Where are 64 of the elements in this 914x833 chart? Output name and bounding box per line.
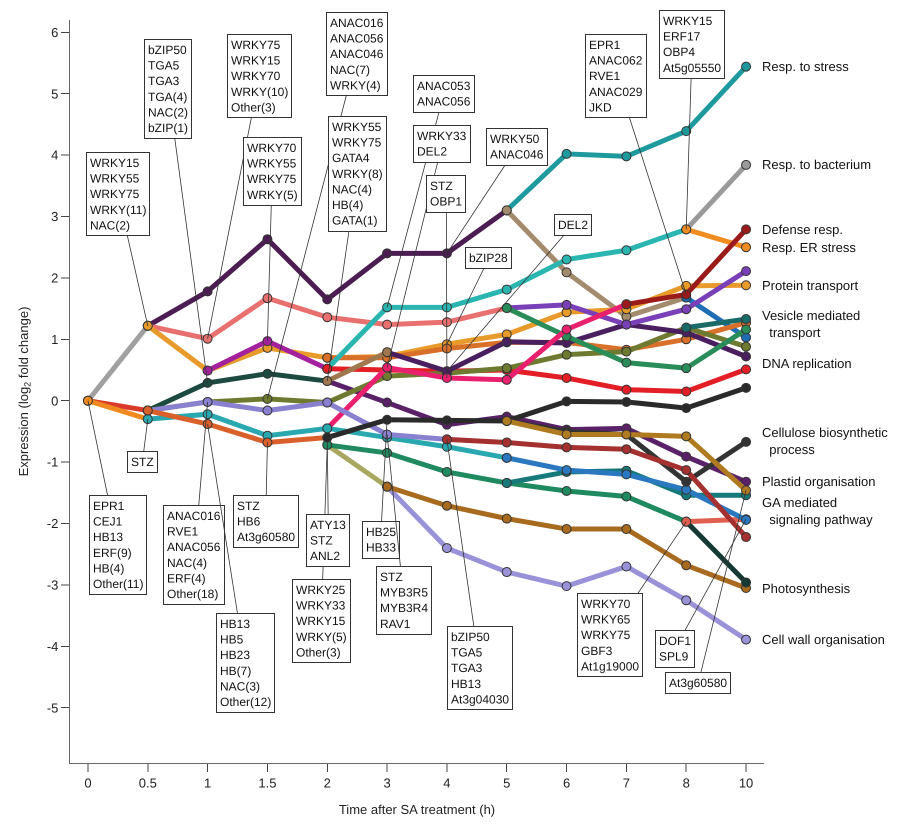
y-tick-label: 3	[51, 209, 58, 224]
annotation: bZIP50 TGA5 TGA3 HB13 At3g04030	[451, 630, 510, 706]
annotation: bZIP50 TGA5 TGA3 TGA(4) NAC(2) bZIP(1)	[148, 43, 188, 135]
annotation: STZ MYB3R5 MYB3R4 RAV1	[380, 570, 428, 631]
annotation: Plastid organisation	[762, 474, 876, 489]
annotation: WRKY70 WRKY55 WRKY75 WRKY(5)	[247, 141, 298, 202]
x-tick-label: 6	[562, 776, 570, 791]
annotation: Cell wall organisation	[762, 632, 885, 647]
annotation: DEL2	[558, 218, 588, 232]
annotation: WRKY15 WRKY55 WRKY75 WRKY(11) NAC(2)	[90, 156, 146, 232]
annotation: Resp. ER stress	[762, 240, 856, 255]
annotation: STZ	[131, 455, 154, 469]
annotation: Resp. to stress	[762, 59, 850, 74]
x-tick-label: 3	[383, 776, 391, 791]
annotation: Resp. to bacterium	[762, 157, 872, 172]
annotation: At3g60580	[669, 676, 728, 690]
y-tick-label: -4	[46, 638, 58, 654]
y-tick-label: 5	[51, 86, 58, 102]
x-tick-label: 0	[84, 776, 92, 791]
y-tick-label: 0	[51, 393, 58, 408]
y-tick-label: -1	[46, 454, 58, 470]
annotation: WRKY75 WRKY15 WRKY70 WRKY(10) Other(3)	[231, 38, 288, 114]
annotation: bZIP28	[469, 251, 508, 265]
annotation: ANAC016 ANAC056 ANAC046 NAC(7) WRKY(4)	[330, 16, 384, 92]
annotation: WRKY25 WRKY33 WRKY15 WRKY(5) Other(3)	[296, 583, 347, 660]
annotation: ANAC016 RVE1 ANAC056 NAC(4) ERF(4) Other(18)	[167, 509, 221, 601]
x-tick-label: 10	[738, 776, 754, 791]
annotation: HB25 HB33	[366, 525, 396, 555]
annotation: ATY13 STZ ANL2	[310, 518, 346, 564]
y-tick-label: 4	[51, 148, 58, 163]
annotation: Defense resp.	[762, 222, 843, 237]
x-tick-label: 4	[443, 776, 451, 791]
annotation: Photosynthesis	[762, 581, 851, 596]
annotation: WRKY55 WRKY75 GATA4 WRKY(8) NAC(4) HB(4) GATA(1)	[332, 120, 383, 228]
x-tick-label: 1.5	[258, 776, 276, 791]
annotation: ANAC053 ANAC056	[417, 79, 471, 109]
annotation: EPR1 CEJ1 HB13 ERF(9) HB(4) Other(11)	[93, 499, 144, 591]
y-tick-label: -3	[46, 577, 58, 592]
x-axis-title: Time after SA treatment (h)	[338, 802, 496, 818]
annotation: STZ OBP1	[430, 179, 462, 209]
annotation: Vesicle mediated transport	[762, 308, 860, 340]
annotation: GA mediated signaling pathway	[762, 495, 874, 527]
x-tick-label: 1	[204, 776, 212, 791]
y-tick-label: 1	[51, 332, 58, 347]
x-tick-label: 7	[622, 776, 630, 791]
x-tick-label: 8	[682, 776, 690, 791]
annotation: WRKY70 WRKY65 WRKY75 GBF3 At1g19000	[581, 597, 640, 674]
annotation: WRKY50 ANAC046	[490, 132, 544, 162]
annotation: WRKY33 DEL2	[417, 129, 467, 159]
y-tick-label: 6	[51, 24, 58, 40]
x-tick-label: 2	[324, 776, 331, 791]
annotation: Protein transport	[762, 278, 858, 293]
y-tick-label: -2	[46, 516, 58, 532]
annotation: DNA replication	[762, 356, 852, 371]
annotation: EPR1 ANAC062 RVE1 ANAC029 JKD	[589, 38, 643, 114]
annotation: HB13 HB5 HB23 HB(7) NAC(3) Other(12)	[220, 617, 272, 709]
y-tick-label: -5	[46, 700, 58, 716]
x-tick-label: 0.5	[138, 776, 157, 791]
annotation: Cellulose biosynthetic process	[762, 425, 888, 457]
x-tick-label: 5	[503, 776, 510, 791]
annotation: DOF1 SPL9	[659, 634, 692, 664]
y-tick-label: 2	[51, 270, 58, 286]
annotation: STZ HB6 At3g60580	[237, 499, 296, 544]
annotation: WRKY15 ERF17 OBP4 At5g05550	[663, 14, 722, 75]
